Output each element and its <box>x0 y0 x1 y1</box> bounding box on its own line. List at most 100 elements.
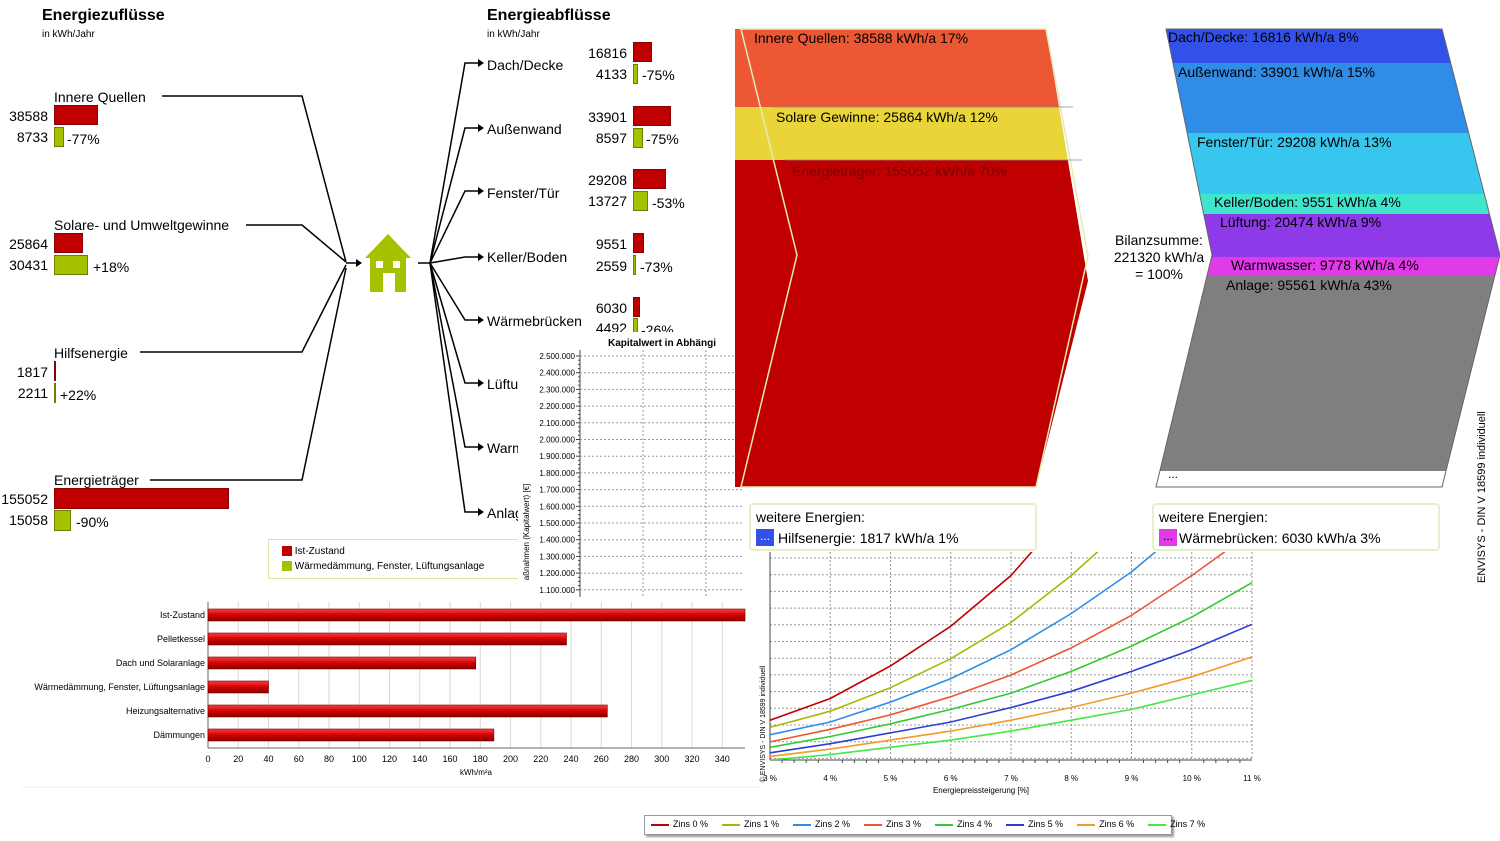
zins-legend-label: Zins 4 % <box>957 819 993 829</box>
sankey-in-label: Energieträger: 155052 kWh/a 70% <box>792 163 1007 179</box>
sankey-seg-innere <box>735 29 1088 107</box>
chart-title: Kapitalwert in Abhängi <box>608 338 716 349</box>
series-line <box>770 679 1252 760</box>
x-tick-label: 200 <box>503 754 518 764</box>
abfluss-neu-bar <box>633 64 638 84</box>
category-label: Dämmungen <box>153 730 205 740</box>
legend-swatch <box>282 546 292 557</box>
legend-line-swatch <box>864 823 883 826</box>
zins-legend-item: Zins 4 % <box>935 819 992 829</box>
sankey-seg-lueftung <box>1156 214 1500 257</box>
weitere-energien-in: weitere Energien: ... Hilfsenergie: 1817… <box>749 503 1037 551</box>
x-tick-label: 180 <box>473 754 488 764</box>
x-tick-label: 140 <box>412 754 427 764</box>
zufluss-neu-value: 8733 <box>16 129 48 145</box>
zufluss-ist-bar <box>54 361 57 381</box>
legend-line-swatch <box>935 823 954 826</box>
abfluss-ist-bar <box>633 42 652 62</box>
sankey-out-label: Keller/Boden: 9551 kWh/a 4% <box>1214 194 1401 210</box>
category-label: Wärmedämmung, Fenster, Lüftungsanlage <box>34 682 205 692</box>
abfluss-label: Keller/Boden <box>487 249 568 265</box>
x-tick-label: 220 <box>533 754 548 764</box>
zins-legend-item: Zins 3 % <box>864 819 921 829</box>
sankey-in-label: Innere Quellen: 38588 kWh/a 17% <box>754 30 969 46</box>
zins-legend-item: Zins 7 % <box>1148 819 1205 829</box>
zins-legend-label: Zins 3 % <box>886 819 922 829</box>
series-group <box>770 552 1252 760</box>
abfluss-ist-bar <box>633 169 666 189</box>
x-tick-label: 120 <box>382 754 397 764</box>
abfluss-neu-bar <box>633 128 643 148</box>
y-tick-label: 1.700.000 <box>539 486 575 495</box>
zufluss-neu-bar <box>54 127 64 147</box>
x-axis-title: kWh/m²a <box>460 768 493 777</box>
zufluss-change: -90% <box>76 514 109 530</box>
abfluss-ist-value: 33901 <box>588 109 627 125</box>
series-line <box>770 552 1226 743</box>
category-label: Pelletkessel <box>157 634 205 644</box>
legend-swatch <box>282 561 292 572</box>
y-tick-label: 1.500.000 <box>539 519 575 528</box>
x-tick-label: 340 <box>715 754 730 764</box>
abfluesse-unit: in kWh/Jahr <box>487 29 540 40</box>
zins-legend-item: Zins 0 % <box>651 819 708 829</box>
bar-legend: Ist-Zustand Wärmedämmung, Fenster, Lüftu… <box>268 539 520 579</box>
bar-legend-label: Wärmedämmung, Fenster, Lüftungsanlage <box>294 561 485 572</box>
side-copyright: ENVISYS - DIN V 18599 individuell <box>1476 411 1488 583</box>
zufluss-ist-value: 25864 <box>9 236 48 252</box>
x-tick-label: 3 % <box>763 774 777 783</box>
sankey-out-label: Dach/Decke: 16816 kWh/a 8% <box>1168 29 1359 45</box>
bar <box>207 704 608 718</box>
abfluss-ist-bar <box>633 297 640 317</box>
zins-legend-item: Zins 6 % <box>1077 819 1134 829</box>
zufluss-label: Hilfsenergie <box>54 345 128 361</box>
legend-line-swatch <box>1077 823 1096 826</box>
y-tick-label: 1.200.000 <box>539 569 575 578</box>
abfluss-change: -75% <box>642 67 675 83</box>
series-line <box>770 552 1157 736</box>
abfluss-ist-value: 6030 <box>595 300 627 316</box>
weitere-value: Hilfsenergie: 1817 kWh/a 1% <box>778 530 959 546</box>
zufluss-change: +22% <box>60 387 97 403</box>
series-line <box>770 552 1033 721</box>
x-axis-title: Energiepreissteigerung [%] <box>933 786 1029 795</box>
x-tick-label: 7 % <box>1004 774 1018 783</box>
y-tick-label: 2.300.000 <box>539 385 575 394</box>
chart-side-label: © ENVISYS - DIN V 18599 individuell <box>759 665 767 782</box>
zins-legend-item: Zins 5 % <box>1006 819 1063 829</box>
zins-legend-item: Zins 2 % <box>793 819 850 829</box>
weitere-value: Wärmebrücken: 6030 kWh/a 3% <box>1179 530 1381 546</box>
sankey-seg-warmwasser <box>1156 257 1500 276</box>
abfluss-ist-value: 16816 <box>588 45 627 61</box>
x-tick-label: 160 <box>443 754 458 764</box>
sankey-out-label: ... <box>1168 467 1179 481</box>
zufluss-neu-bar <box>54 255 89 275</box>
abfluss-change: -75% <box>646 131 679 147</box>
zufluss-ist-bar <box>54 105 98 125</box>
abfluss-neu-value: 13727 <box>588 193 627 209</box>
abfluss-ist-bar <box>633 233 644 253</box>
weitere-energien-out: weitere Energien: ... Wärmebrücken: 6030… <box>1152 503 1440 551</box>
zins-legend-label: Zins 7 % <box>1170 819 1206 829</box>
bilanz-line: Bilanzsumme: <box>1115 232 1203 248</box>
flow-connectors <box>140 59 484 516</box>
bar-legend-label: Ist-Zustand <box>294 546 345 557</box>
zufluss-ist-bar <box>54 233 84 253</box>
x-tick-label: 80 <box>324 754 334 764</box>
zufluesse-unit: in kWh/Jahr <box>42 29 95 40</box>
bilanz-summe: Bilanzsumme: 221320 kWh/a = 100% <box>1100 232 1218 283</box>
zins-legend: Zins 0 % Zins 1 % Zins 2 % Zins 3 % Zins 4 %… <box>644 815 1205 835</box>
sankey-out-parallelogram <box>1155 28 1500 488</box>
zins-legend-label: Zins 6 % <box>1099 819 1135 829</box>
y-tick-label: 1.800.000 <box>539 469 575 478</box>
series-line <box>770 656 1252 758</box>
sankey-seg-rest <box>1156 471 1500 487</box>
sankey-out-label: Anlage: 95561 kWh/a 43% <box>1226 277 1392 293</box>
kwh-bar-chart: 0 20 40 60 80 100 120 140 160 180 200 220 240 260 280 3… <box>22 602 760 788</box>
y-tick-label: 2.500.000 <box>539 352 575 361</box>
x-tick-label: 60 <box>294 754 304 764</box>
zufluss-neu-value: 15058 <box>9 512 48 528</box>
abfluss-label: Außenwand <box>487 121 562 137</box>
sankey-in-label: Solare Gewinne: 25864 kWh/a 12% <box>776 109 998 125</box>
weitere-title: weitere Energien: <box>756 509 865 525</box>
